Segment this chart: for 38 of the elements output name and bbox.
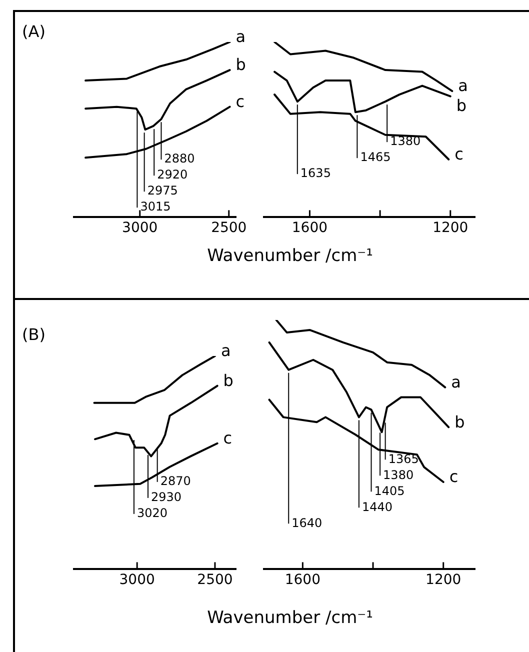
series-label: a bbox=[236, 27, 246, 46]
annotation: 1640 bbox=[292, 516, 322, 530]
series-label: a bbox=[451, 372, 461, 392]
x-axis-title: Wavenumber /cm⁻¹ bbox=[207, 608, 373, 628]
annotation: 1365 bbox=[388, 452, 419, 466]
x-tick-label: 3000 bbox=[122, 220, 158, 236]
annotation: 2975 bbox=[147, 184, 178, 198]
x-tick-label: 1200 bbox=[432, 220, 468, 236]
series-label: a bbox=[458, 76, 468, 96]
series-label: c bbox=[236, 92, 245, 111]
x-tick-label: 2500 bbox=[197, 572, 233, 588]
x-tick-label: 3000 bbox=[119, 572, 155, 588]
chart-title: (A) bbox=[22, 22, 46, 41]
annotation: 1405 bbox=[374, 484, 405, 498]
series-label: a bbox=[220, 341, 231, 360]
x-axis-title: Wavenumber /cm⁻¹ bbox=[207, 246, 373, 266]
annotation: 2920 bbox=[157, 168, 188, 182]
annotation: 1380 bbox=[383, 468, 414, 482]
annotation: 2880 bbox=[164, 152, 195, 166]
series-label: c bbox=[449, 467, 458, 486]
series-label: b bbox=[236, 55, 246, 74]
series-label: b bbox=[456, 96, 467, 116]
annotation: 3020 bbox=[136, 506, 168, 520]
x-tick-label: 1600 bbox=[284, 572, 321, 588]
series-label: b bbox=[454, 412, 465, 432]
annotation: 3015 bbox=[140, 200, 171, 214]
annotation: 1465 bbox=[360, 150, 391, 164]
chart-title: (B) bbox=[22, 325, 46, 344]
annotation: 1635 bbox=[300, 166, 331, 180]
series-label: b bbox=[223, 371, 234, 390]
x-tick-label: 1600 bbox=[292, 220, 328, 236]
x-tick-label: 1200 bbox=[426, 572, 462, 588]
annotation: 2870 bbox=[160, 474, 191, 488]
x-tick-label: 2500 bbox=[211, 220, 247, 236]
annotation: 2930 bbox=[150, 490, 182, 504]
series-label: c bbox=[454, 144, 464, 164]
annotation: 1440 bbox=[362, 500, 392, 514]
series-label: c bbox=[223, 428, 232, 448]
